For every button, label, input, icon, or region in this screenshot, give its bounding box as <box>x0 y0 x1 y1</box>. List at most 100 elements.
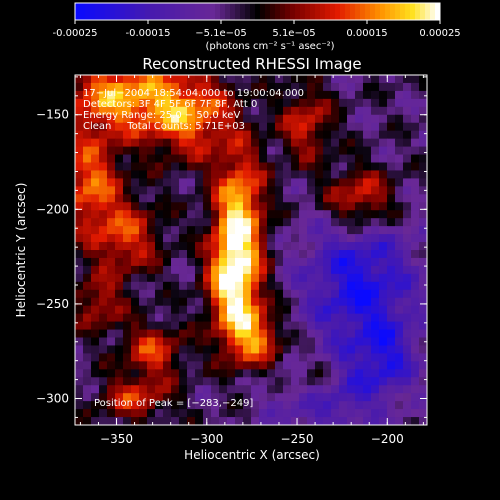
heatmap-cell <box>339 122 348 132</box>
heatmap-cell <box>371 417 380 425</box>
heatmap-cell <box>107 337 116 347</box>
heatmap-cell <box>299 250 308 259</box>
heatmap-cell <box>235 218 244 227</box>
heatmap-cell <box>355 313 364 323</box>
heatmap-cell <box>243 82 252 92</box>
heatmap-cell <box>99 234 108 243</box>
colorbar-swatch <box>435 3 441 20</box>
heatmap-cell <box>147 297 156 307</box>
heatmap-cell <box>179 194 188 203</box>
heatmap-cell <box>387 82 396 92</box>
heatmap-cell <box>275 281 284 291</box>
heatmap-cell <box>251 337 260 347</box>
heatmap-cell <box>355 401 364 410</box>
heatmap-cell <box>219 265 228 275</box>
heatmap-cell <box>115 401 124 410</box>
heatmap-cell <box>267 178 276 187</box>
heatmap-cell <box>163 265 172 275</box>
heatmap-cell <box>355 194 364 203</box>
heatmap-cell <box>227 265 236 275</box>
heatmap-cell <box>147 234 156 243</box>
heatmap-cell <box>75 409 84 418</box>
heatmap-cell <box>267 257 276 267</box>
heatmap-cell <box>267 90 276 100</box>
heatmap-cell <box>395 313 404 323</box>
heatmap-cell <box>187 194 196 203</box>
heatmap-cell <box>251 154 260 164</box>
heatmap-cell <box>83 329 92 339</box>
heatmap-cell <box>395 337 404 347</box>
heatmap-cell <box>163 409 172 418</box>
heatmap-cell <box>291 401 300 410</box>
heatmap-cell <box>187 154 196 164</box>
heatmap-cell <box>291 75 300 84</box>
heatmap-cell <box>195 329 204 339</box>
heatmap-cell <box>123 75 132 84</box>
heatmap-cell <box>91 305 100 315</box>
heatmap-cell <box>259 361 268 370</box>
heatmap-cell <box>171 329 180 339</box>
heatmap-cell <box>299 281 308 291</box>
heatmap-cell <box>83 106 92 116</box>
heatmap-cell <box>299 353 308 362</box>
heatmap-cell <box>371 345 380 354</box>
heatmap-cell <box>187 234 196 243</box>
heatmap-cell <box>387 130 396 140</box>
heatmap-cell <box>227 257 236 267</box>
heatmap-cell <box>219 98 228 108</box>
heatmap-cell <box>251 297 260 307</box>
heatmap-cell <box>259 321 268 331</box>
heatmap-cell <box>259 393 268 402</box>
heatmap-cell <box>187 377 196 386</box>
heatmap-cell <box>123 353 132 362</box>
heatmap-cell <box>347 257 356 267</box>
heatmap-cell <box>363 369 372 378</box>
heatmap-cell <box>163 186 172 195</box>
heatmap-cell <box>91 321 100 331</box>
heatmap-cell <box>371 146 380 156</box>
heatmap-cell <box>243 329 252 339</box>
heatmap-cell <box>331 393 340 402</box>
heatmap-cell <box>355 210 364 219</box>
heatmap-cell <box>347 329 356 339</box>
heatmap-cell <box>403 361 412 370</box>
heatmap-cell <box>331 337 340 347</box>
heatmap-cell <box>243 377 252 386</box>
heatmap-cell <box>243 305 252 315</box>
heatmap-cell <box>307 353 316 362</box>
heatmap-cell <box>83 98 92 108</box>
heatmap-cell <box>219 305 228 315</box>
heatmap-cell <box>251 130 260 140</box>
heatmap-cell <box>395 234 404 243</box>
heatmap-cell <box>371 250 380 259</box>
heatmap-cell <box>147 281 156 291</box>
heatmap-cell <box>131 265 140 275</box>
heatmap-cell <box>259 297 268 307</box>
heatmap-cell <box>83 162 92 172</box>
heatmap-cell <box>75 178 84 187</box>
heatmap-cell <box>131 138 140 148</box>
heatmap-cell <box>163 226 172 235</box>
heatmap-cell <box>307 82 316 92</box>
heatmap-cell <box>83 210 92 219</box>
heatmap-cell <box>115 417 124 425</box>
heatmap-cell <box>323 305 332 315</box>
heatmap-cell <box>315 210 324 219</box>
heatmap-cell <box>131 313 140 323</box>
heatmap-cell <box>331 82 340 92</box>
heatmap-cell <box>323 329 332 339</box>
heatmap-cell <box>355 353 364 362</box>
heatmap-cell <box>275 106 284 116</box>
heatmap-cell <box>411 377 420 386</box>
heatmap-cell <box>323 194 332 203</box>
heatmap-cell <box>147 401 156 410</box>
heatmap-cell <box>139 305 148 315</box>
heatmap-cell <box>203 281 212 291</box>
heatmap-cell <box>339 353 348 362</box>
heatmap-cell <box>267 273 276 283</box>
heatmap-cell <box>395 98 404 108</box>
heatmap-cell <box>187 409 196 418</box>
heatmap-cell <box>235 345 244 354</box>
heatmap-cell <box>187 186 196 195</box>
heatmap-cell <box>387 289 396 299</box>
